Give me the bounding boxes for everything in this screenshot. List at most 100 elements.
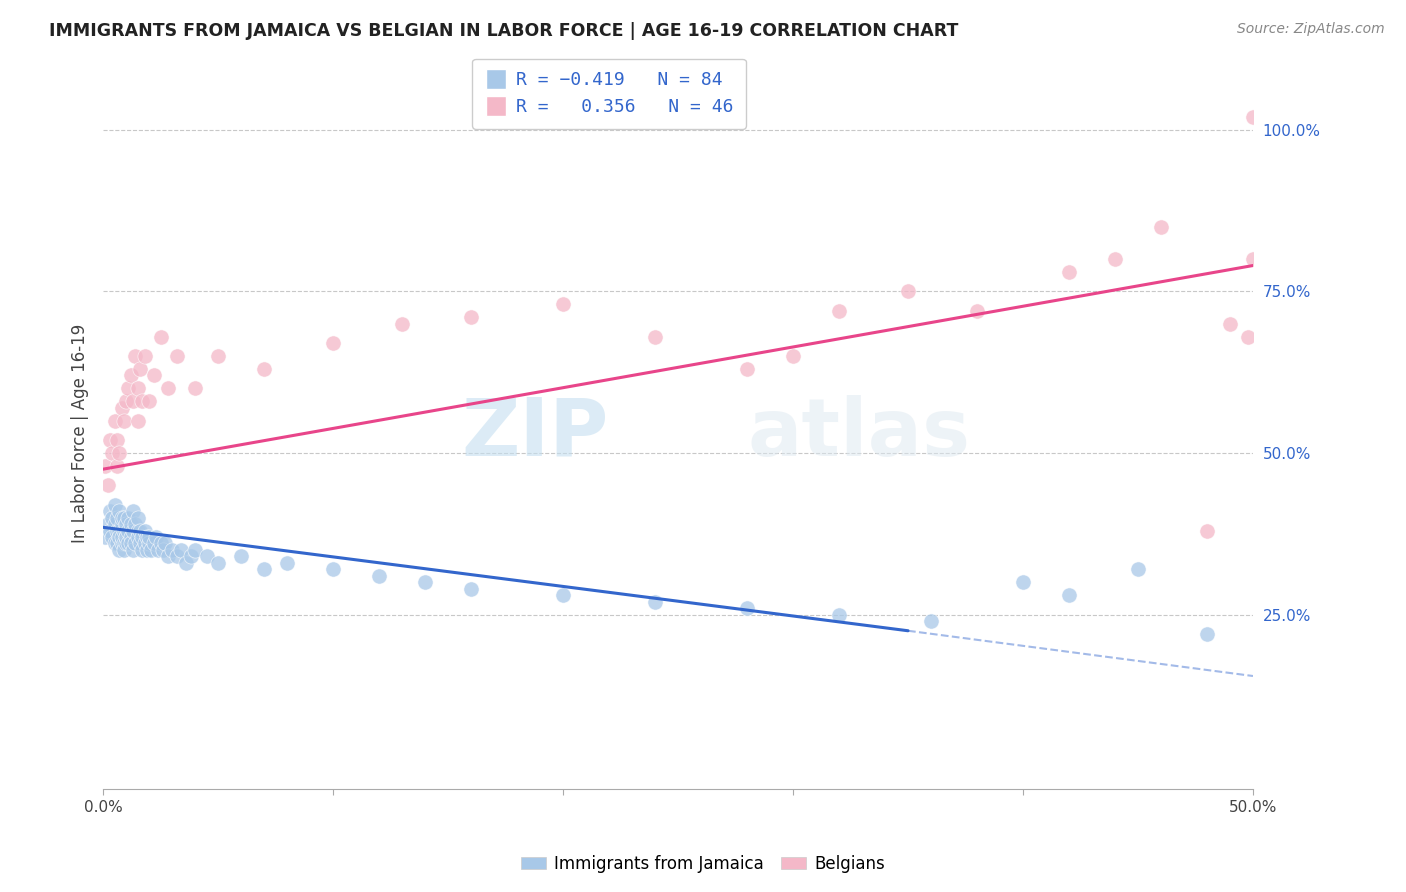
Point bbox=[148, 543, 170, 558]
Point bbox=[134, 524, 156, 538]
Point bbox=[276, 556, 298, 570]
Point bbox=[166, 349, 188, 363]
Point bbox=[127, 414, 149, 428]
Point bbox=[920, 614, 942, 628]
Point bbox=[138, 530, 160, 544]
Point bbox=[108, 504, 131, 518]
Text: Source: ZipAtlas.com: Source: ZipAtlas.com bbox=[1237, 22, 1385, 37]
Point bbox=[207, 556, 229, 570]
Point bbox=[1195, 627, 1218, 641]
Point bbox=[207, 349, 229, 363]
Point bbox=[98, 504, 121, 518]
Point bbox=[828, 607, 851, 622]
Point bbox=[142, 368, 165, 383]
Legend: Immigrants from Jamaica, Belgians: Immigrants from Jamaica, Belgians bbox=[515, 848, 891, 880]
Point bbox=[413, 575, 436, 590]
Point bbox=[112, 536, 135, 550]
Point bbox=[120, 530, 142, 544]
Point bbox=[98, 433, 121, 447]
Point bbox=[115, 517, 138, 532]
Point bbox=[117, 381, 139, 395]
Point bbox=[131, 394, 153, 409]
Point bbox=[735, 601, 758, 615]
Point bbox=[117, 524, 139, 538]
Point bbox=[1219, 317, 1241, 331]
Point bbox=[644, 595, 666, 609]
Point bbox=[138, 536, 160, 550]
Point bbox=[124, 517, 146, 532]
Point bbox=[115, 524, 138, 538]
Point bbox=[104, 536, 127, 550]
Point bbox=[368, 569, 391, 583]
Point bbox=[155, 536, 177, 550]
Point bbox=[110, 536, 132, 550]
Point bbox=[149, 329, 172, 343]
Point bbox=[551, 588, 574, 602]
Point bbox=[110, 510, 132, 524]
Point bbox=[156, 381, 179, 395]
Point bbox=[1241, 110, 1264, 124]
Point bbox=[195, 549, 218, 564]
Point bbox=[127, 510, 149, 524]
Point bbox=[108, 530, 131, 544]
Point bbox=[897, 285, 920, 299]
Point bbox=[112, 510, 135, 524]
Point bbox=[170, 543, 193, 558]
Point bbox=[104, 517, 127, 532]
Point bbox=[117, 536, 139, 550]
Point bbox=[98, 524, 121, 538]
Point bbox=[644, 329, 666, 343]
Point bbox=[1237, 329, 1260, 343]
Point bbox=[184, 543, 207, 558]
Point bbox=[112, 524, 135, 538]
Point bbox=[551, 297, 574, 311]
Point bbox=[253, 562, 276, 576]
Point bbox=[142, 536, 165, 550]
Point bbox=[180, 549, 202, 564]
Point bbox=[105, 524, 128, 538]
Point bbox=[115, 536, 138, 550]
Point bbox=[134, 349, 156, 363]
Point bbox=[966, 303, 988, 318]
Point bbox=[152, 543, 174, 558]
Point bbox=[127, 381, 149, 395]
Point bbox=[1195, 524, 1218, 538]
Point bbox=[108, 543, 131, 558]
Point bbox=[391, 317, 413, 331]
Point bbox=[122, 394, 145, 409]
Point bbox=[105, 510, 128, 524]
Point bbox=[101, 446, 124, 460]
Point bbox=[94, 458, 117, 473]
Y-axis label: In Labor Force | Age 16-19: In Labor Force | Age 16-19 bbox=[72, 324, 89, 543]
Point bbox=[134, 536, 156, 550]
Point bbox=[120, 536, 142, 550]
Point bbox=[1150, 219, 1173, 234]
Point bbox=[108, 524, 131, 538]
Point bbox=[1241, 252, 1264, 266]
Point bbox=[460, 310, 482, 325]
Point bbox=[782, 349, 804, 363]
Text: ZIP: ZIP bbox=[461, 394, 609, 473]
Point bbox=[735, 362, 758, 376]
Point bbox=[122, 543, 145, 558]
Point bbox=[117, 510, 139, 524]
Point bbox=[141, 543, 163, 558]
Point bbox=[1057, 588, 1080, 602]
Point bbox=[94, 530, 117, 544]
Point bbox=[110, 517, 132, 532]
Point bbox=[129, 524, 152, 538]
Point bbox=[101, 510, 124, 524]
Point bbox=[135, 530, 157, 544]
Point bbox=[122, 504, 145, 518]
Point bbox=[135, 543, 157, 558]
Point bbox=[322, 562, 344, 576]
Point bbox=[120, 517, 142, 532]
Text: atlas: atlas bbox=[747, 394, 970, 473]
Point bbox=[124, 536, 146, 550]
Legend: R = −0.419   N = 84, R =   0.356   N = 46: R = −0.419 N = 84, R = 0.356 N = 46 bbox=[472, 59, 745, 129]
Point bbox=[97, 517, 120, 532]
Point bbox=[120, 368, 142, 383]
Point bbox=[229, 549, 252, 564]
Point bbox=[1057, 265, 1080, 279]
Point bbox=[112, 414, 135, 428]
